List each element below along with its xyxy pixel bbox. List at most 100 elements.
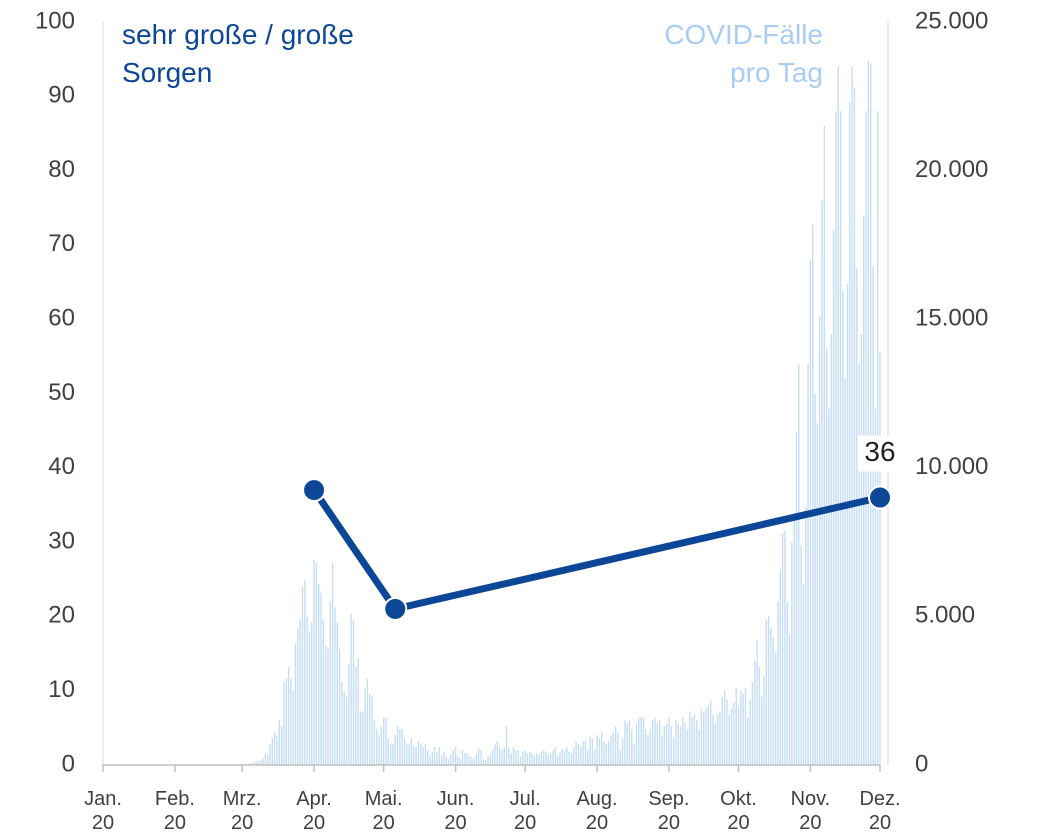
bar: [853, 87, 856, 765]
bar: [505, 726, 508, 765]
y-tick-label: 30: [48, 527, 75, 554]
bar: [485, 760, 487, 765]
bar: [382, 717, 385, 765]
bar: [276, 735, 278, 765]
bar: [596, 735, 598, 765]
bar: [343, 690, 345, 765]
bar: [686, 729, 689, 765]
bar: [689, 711, 691, 765]
y2-tick-label: 0: [915, 750, 928, 777]
bar: [844, 378, 846, 765]
bar: [603, 741, 605, 765]
bar: [547, 754, 550, 765]
bar: [798, 363, 800, 765]
bar: [380, 726, 383, 765]
bar: [352, 619, 355, 765]
bar: [758, 666, 761, 765]
bar: [621, 738, 624, 765]
bar: [863, 215, 865, 765]
bar: [874, 408, 877, 765]
bar: [378, 735, 380, 765]
bar: [626, 723, 628, 765]
bar: [345, 696, 348, 765]
bar: [638, 717, 640, 765]
bar: [700, 708, 703, 765]
bar: [580, 747, 582, 765]
bar: [478, 748, 480, 765]
bar: [515, 750, 517, 765]
bar: [519, 756, 522, 765]
bar: [765, 619, 768, 765]
bar: [570, 753, 573, 765]
bar: [828, 408, 830, 765]
bar: [387, 738, 389, 765]
bar: [447, 759, 450, 765]
bar: [587, 750, 589, 765]
bar: [552, 750, 554, 765]
bar: [280, 726, 283, 765]
bar: [635, 723, 638, 765]
bar: [269, 744, 271, 765]
bar: [262, 757, 264, 765]
bar: [772, 637, 775, 765]
bar: [818, 316, 821, 765]
x-tick-label: Mai. 20: [364, 788, 403, 834]
x-tick-label: Feb. 20: [154, 788, 195, 834]
bar: [756, 640, 758, 765]
bar: [696, 720, 698, 765]
bar: [677, 723, 679, 765]
bar: [524, 750, 526, 765]
x-tick-label: Mrz. 20: [222, 788, 262, 834]
x-tick-label: Sep. 20: [648, 788, 690, 834]
bar: [438, 747, 441, 765]
bar: [350, 613, 352, 765]
bar: [540, 751, 543, 765]
bar: [424, 744, 427, 765]
bar: [260, 760, 262, 765]
y2-tick-label: 10.000: [915, 453, 988, 480]
bar: [334, 607, 336, 765]
bar: [436, 751, 438, 765]
bar: [633, 744, 635, 765]
bar: [392, 744, 394, 765]
bar: [830, 334, 832, 765]
bar: [698, 729, 700, 765]
bar: [287, 666, 290, 765]
bar: [533, 756, 536, 765]
bar: [563, 750, 566, 765]
bar: [457, 756, 459, 765]
bar: [375, 729, 378, 765]
bar: [575, 741, 577, 765]
bar: [531, 753, 533, 765]
y-tick-label: 10: [48, 676, 75, 703]
x-tick-label: Jun. 20: [436, 788, 475, 834]
bar: [549, 753, 552, 765]
bar: [304, 580, 306, 765]
bar: [846, 283, 849, 765]
bar: [466, 753, 468, 765]
bar: [473, 757, 475, 765]
bar: [802, 583, 805, 765]
bar: [399, 729, 401, 765]
bar: [781, 533, 784, 765]
bar: [373, 720, 376, 765]
x-tick-label: Dez. 20: [859, 788, 901, 834]
bar: [705, 708, 707, 765]
bar: [589, 736, 591, 765]
bar: [709, 699, 712, 765]
bar: [849, 102, 851, 765]
bar: [777, 601, 779, 765]
bar: [396, 726, 399, 765]
bar: [517, 750, 519, 765]
bar: [577, 744, 580, 765]
bar: [566, 747, 568, 765]
x-tick-label: Jan. 20: [84, 788, 122, 834]
bar: [433, 747, 436, 765]
bar: [642, 717, 645, 765]
y2-tick-label: 20.000: [915, 156, 988, 183]
bar: [807, 363, 809, 765]
bar: [733, 702, 735, 765]
bar: [292, 690, 294, 765]
bar: [264, 753, 267, 765]
bar: [357, 658, 359, 765]
